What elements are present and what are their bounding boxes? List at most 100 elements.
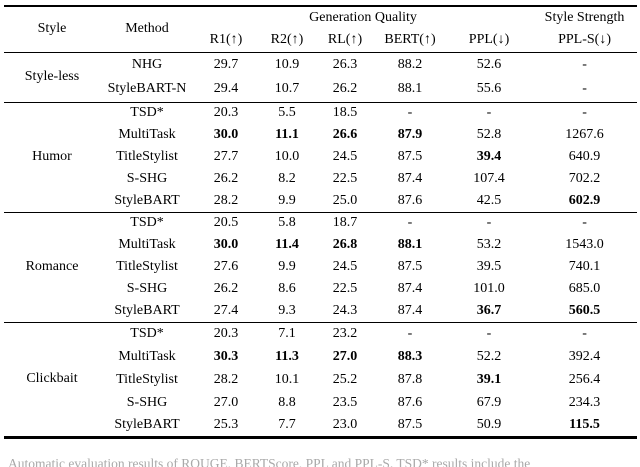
value-cell: 28.2 bbox=[213, 371, 239, 387]
value-cell: 107.4 bbox=[473, 171, 505, 186]
value-cell: 234.3 bbox=[568, 394, 601, 410]
value-cell: - bbox=[407, 325, 413, 341]
table-row: Clickbait TSD* 20.3 7.1 23.2 - - - bbox=[4, 322, 637, 386]
value-cell: 23.5 bbox=[332, 394, 358, 410]
value-cell: 22.5 bbox=[332, 171, 358, 186]
value-cell: 53.2 bbox=[476, 237, 502, 252]
value-cell: 101.0 bbox=[473, 281, 505, 296]
value-cell: 10.9 bbox=[274, 56, 300, 72]
value-cell: 25.0 bbox=[332, 192, 358, 208]
header-metric-rl: RL(↑) bbox=[316, 29, 374, 53]
value-cell: 52.8 bbox=[476, 127, 502, 142]
value-cell: 256.4 bbox=[568, 371, 601, 387]
value-cell: 7.7 bbox=[278, 416, 296, 432]
value-cell: 87.5 bbox=[397, 416, 423, 432]
value-cell: 640.9 bbox=[568, 149, 601, 164]
table-row: MultiTask 30.0 11.4 26.8 88.1 53.2 1543.0 bbox=[4, 234, 637, 256]
value-cell: - bbox=[582, 215, 587, 231]
value-cell: 67.9 bbox=[476, 394, 502, 410]
value-cell: 26.8 bbox=[332, 237, 358, 252]
value-cell: 20.5 bbox=[213, 215, 239, 231]
value-cell: 26.2 bbox=[213, 281, 239, 296]
value-cell: 87.4 bbox=[397, 281, 423, 296]
method-cell: StyleBART bbox=[114, 192, 180, 208]
value-cell: 115.5 bbox=[569, 416, 600, 432]
value-cell: 702.2 bbox=[568, 171, 601, 186]
value-cell: 30.0 bbox=[213, 237, 239, 252]
header-metric-r1: R1(↑) bbox=[194, 29, 258, 53]
value-cell: 10.7 bbox=[274, 81, 300, 97]
results-table: Style Method Generation Quality Style St… bbox=[4, 5, 638, 439]
value-cell: 602.9 bbox=[568, 192, 601, 208]
value-cell: 10.1 bbox=[274, 371, 300, 387]
table-row: MultiTask 30.0 11.1 26.6 87.9 52.8 1267.6 bbox=[4, 124, 637, 146]
value-cell: 8.6 bbox=[278, 281, 296, 296]
value-cell: - bbox=[582, 325, 587, 341]
value-cell: 26.2 bbox=[213, 171, 239, 186]
header-group-row: Style Method Generation Quality Style St… bbox=[4, 6, 637, 36]
value-cell: 23.0 bbox=[332, 416, 358, 432]
value-cell: 87.4 bbox=[397, 171, 423, 186]
caption-clipped-text: Automatic evaluation results of ROUGE, B… bbox=[8, 456, 531, 467]
value-cell: 87.6 bbox=[397, 394, 423, 410]
value-cell: 10.0 bbox=[274, 149, 300, 164]
table-row: TitleStylist 27.7 10.0 24.5 87.5 39.4 640.9 bbox=[4, 146, 637, 168]
method-cell: S-SHG bbox=[126, 394, 168, 410]
value-cell: - bbox=[486, 325, 492, 341]
value-cell: 8.2 bbox=[278, 171, 296, 186]
value-cell: 39.5 bbox=[476, 259, 502, 274]
style-label-cell: Clickbait bbox=[26, 371, 78, 386]
header-metric-ppls: PPL-S(↓) bbox=[532, 29, 638, 53]
value-cell: 11.4 bbox=[275, 237, 299, 252]
method-cell: TitleStylist bbox=[116, 259, 178, 274]
value-cell: 26.2 bbox=[332, 81, 358, 97]
style-label-cell: Style-less bbox=[24, 69, 80, 84]
header-style: Style bbox=[37, 21, 67, 37]
value-cell: 27.0 bbox=[213, 394, 239, 410]
value-cell: 685.0 bbox=[568, 281, 601, 296]
value-cell: 87.6 bbox=[397, 192, 423, 208]
value-cell: 9.9 bbox=[278, 259, 296, 274]
method-cell: TitleStylist bbox=[116, 371, 178, 387]
value-cell: 55.6 bbox=[476, 81, 502, 97]
value-cell: 26.3 bbox=[332, 56, 358, 72]
method-cell: TSD* bbox=[130, 215, 164, 231]
method-cell: TitleStylist bbox=[116, 149, 178, 164]
value-cell: 740.1 bbox=[568, 259, 601, 274]
method-cell: NHG bbox=[131, 56, 163, 72]
table-header: Style Method Generation Quality Style St… bbox=[4, 6, 638, 53]
value-cell: 18.7 bbox=[332, 215, 358, 231]
value-cell: 27.7 bbox=[213, 149, 239, 164]
table-row: TitleStylist 27.6 9.9 24.5 87.5 39.5 740.1 bbox=[4, 256, 637, 278]
value-cell: 1543.0 bbox=[565, 237, 604, 252]
table-row: StyleBART 28.2 9.9 25.0 87.6 42.5 602.9 bbox=[4, 190, 637, 212]
value-cell: 5.5 bbox=[278, 105, 296, 121]
value-cell: 25.2 bbox=[332, 371, 358, 387]
value-cell: 1267.6 bbox=[565, 127, 604, 142]
value-cell: 20.3 bbox=[213, 105, 239, 121]
value-cell: 7.1 bbox=[278, 325, 296, 341]
method-cell: MultiTask bbox=[118, 127, 176, 142]
value-cell: - bbox=[582, 105, 587, 121]
table-row: S-SHG 27.0 8.8 23.5 87.6 67.9 234.3 bbox=[4, 391, 637, 414]
value-cell: 24.5 bbox=[332, 259, 358, 274]
value-cell: 11.3 bbox=[275, 348, 299, 364]
value-cell: 88.1 bbox=[397, 237, 423, 252]
value-cell: 24.5 bbox=[332, 149, 358, 164]
style-section: Style-less NHG 29.7 10.9 26.3 88.2 52.6- StyleB… bbox=[4, 52, 638, 102]
method-cell: StyleBART bbox=[114, 416, 180, 432]
method-cell: StyleBART bbox=[114, 302, 180, 318]
value-cell: 23.2 bbox=[332, 325, 358, 341]
method-cell: StyleBART-N bbox=[107, 81, 187, 97]
value-cell: 8.8 bbox=[278, 394, 296, 410]
value-cell: - bbox=[407, 105, 413, 121]
value-cell: 30.3 bbox=[213, 348, 239, 364]
table-row: Romance TSD* 20.5 5.8 18.7 - - - bbox=[4, 212, 637, 274]
value-cell: 39.4 bbox=[476, 149, 502, 164]
value-cell: 28.2 bbox=[213, 192, 239, 208]
value-cell: 88.2 bbox=[397, 56, 423, 72]
value-cell: 25.3 bbox=[213, 416, 239, 432]
value-cell: 87.5 bbox=[397, 259, 423, 274]
value-cell: 22.5 bbox=[332, 281, 358, 296]
value-cell: - bbox=[486, 105, 492, 121]
